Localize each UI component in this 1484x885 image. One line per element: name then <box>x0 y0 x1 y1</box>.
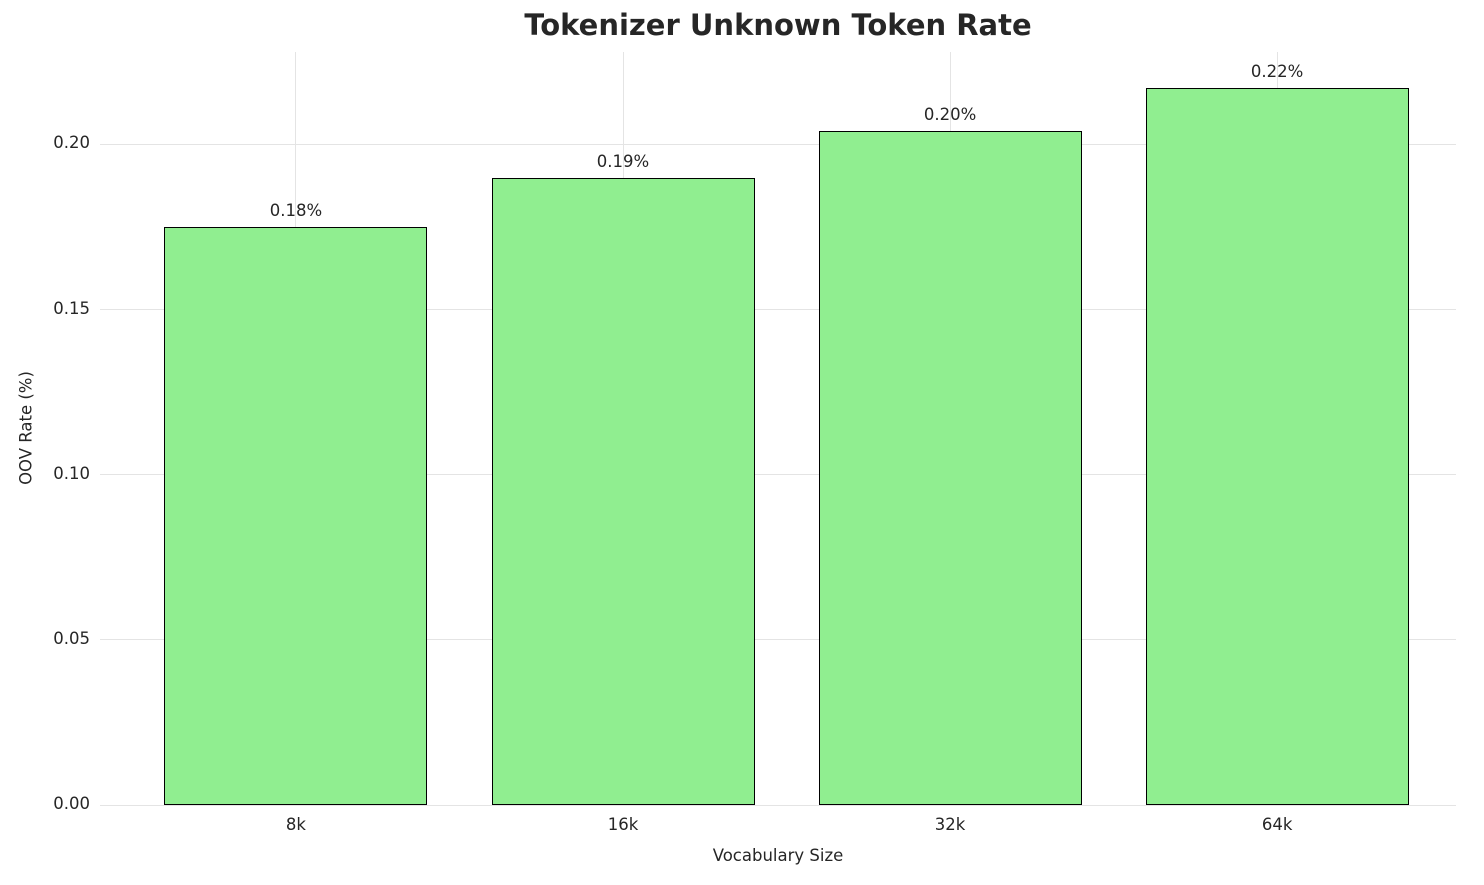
y-tick-label: 0.20 <box>53 133 90 153</box>
bar-64k <box>1145 88 1409 805</box>
x-tick-label: 8k <box>285 815 306 834</box>
chart-title: Tokenizer Unknown Token Rate <box>524 8 1032 42</box>
gridline-horizontal <box>100 474 1456 476</box>
y-tick-label: 0.10 <box>53 463 90 483</box>
gridline-horizontal <box>100 804 1456 806</box>
y-tick-label: 0.00 <box>53 794 90 813</box>
x-tick-label: 16k <box>607 815 639 834</box>
bar-16k <box>491 177 755 805</box>
y-tick-label: 0.05 <box>53 628 90 648</box>
bar-value-label: 0.22% <box>1250 62 1304 82</box>
y-tick-label: 0.15 <box>53 298 90 318</box>
plot-area <box>100 52 1456 806</box>
gridline-horizontal <box>100 639 1456 641</box>
x-tick-label: 64k <box>1261 815 1293 834</box>
gridline-horizontal <box>100 309 1456 311</box>
bar-value-label: 0.20% <box>923 105 977 125</box>
bar-8k <box>164 227 428 805</box>
bar-value-label: 0.19% <box>596 151 650 171</box>
gridline-horizontal <box>100 143 1456 145</box>
x-tick-label: 32k <box>934 815 966 834</box>
x-axis-label: Vocabulary Size <box>712 846 844 865</box>
bar-value-label: 0.18% <box>269 201 323 221</box>
bar-32k <box>818 131 1082 805</box>
